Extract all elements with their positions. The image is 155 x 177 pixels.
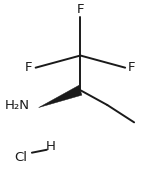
Polygon shape bbox=[39, 85, 82, 108]
Text: F: F bbox=[77, 3, 84, 16]
Text: Cl: Cl bbox=[14, 151, 27, 164]
Text: H: H bbox=[46, 140, 55, 153]
Text: F: F bbox=[128, 61, 136, 74]
Text: H₂N: H₂N bbox=[5, 99, 30, 112]
Text: F: F bbox=[25, 61, 33, 74]
